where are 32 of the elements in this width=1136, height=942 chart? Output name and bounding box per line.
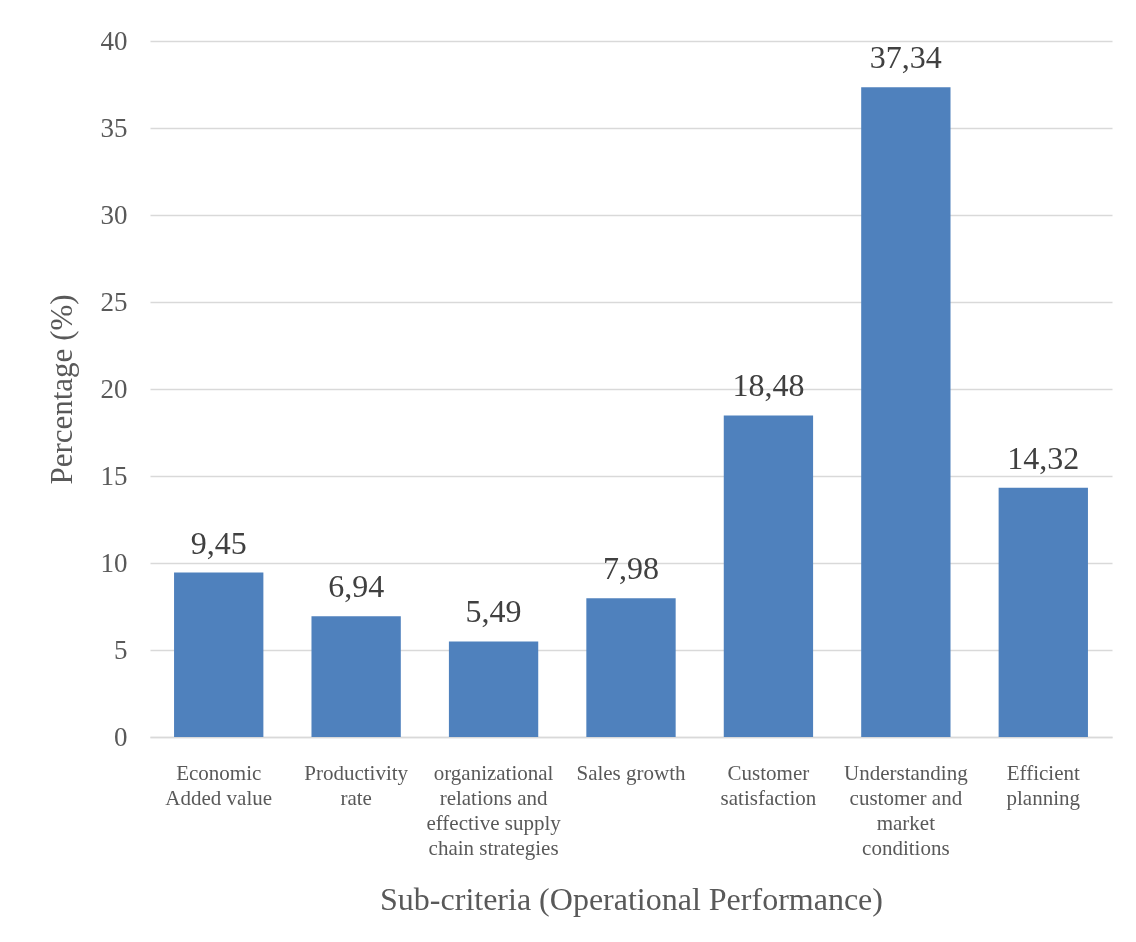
data-label: 9,45 [190, 524, 247, 561]
y-tick-label: 5 [114, 634, 128, 665]
y-tick-label: 30 [100, 199, 128, 230]
data-label: 37,34 [869, 39, 942, 76]
x-tick-label: Customer satisfaction [720, 760, 817, 810]
y-tick-label: 15 [100, 460, 128, 491]
x-axis-title: Sub-criteria (Operational Performance) [380, 880, 883, 917]
bar [861, 87, 951, 737]
data-label: 7,98 [603, 550, 659, 587]
x-tick-label: Understanding customer and market conditions [844, 760, 969, 860]
bar [723, 415, 814, 737]
x-tick-label: Efficient planning [1006, 760, 1081, 810]
bar [448, 641, 539, 737]
y-tick-label: 20 [100, 373, 128, 404]
x-tick-label: Economic Added value [165, 760, 273, 810]
y-tick-label: 40 [100, 25, 128, 56]
bar [174, 572, 264, 737]
bar [998, 487, 1088, 737]
y-axis-title: Percentage (%) [43, 294, 79, 485]
data-label: 6,94 [328, 568, 385, 605]
data-label: 14,32 [1007, 439, 1080, 476]
y-tick-label: 25 [100, 286, 128, 317]
x-tick-label: organizational relations and effective supply chain strategies [426, 760, 562, 860]
data-label: 18,48 [732, 367, 805, 404]
x-tick-label: Productivity rate [304, 760, 409, 810]
bar [311, 616, 401, 737]
y-tick-label: 0 [114, 721, 128, 752]
y-tick-label: 10 [100, 547, 128, 578]
bar [586, 598, 676, 737]
data-label: 5,49 [465, 593, 522, 630]
y-tick-label: 35 [100, 112, 128, 143]
x-tick-label: Sales growth [576, 760, 687, 785]
